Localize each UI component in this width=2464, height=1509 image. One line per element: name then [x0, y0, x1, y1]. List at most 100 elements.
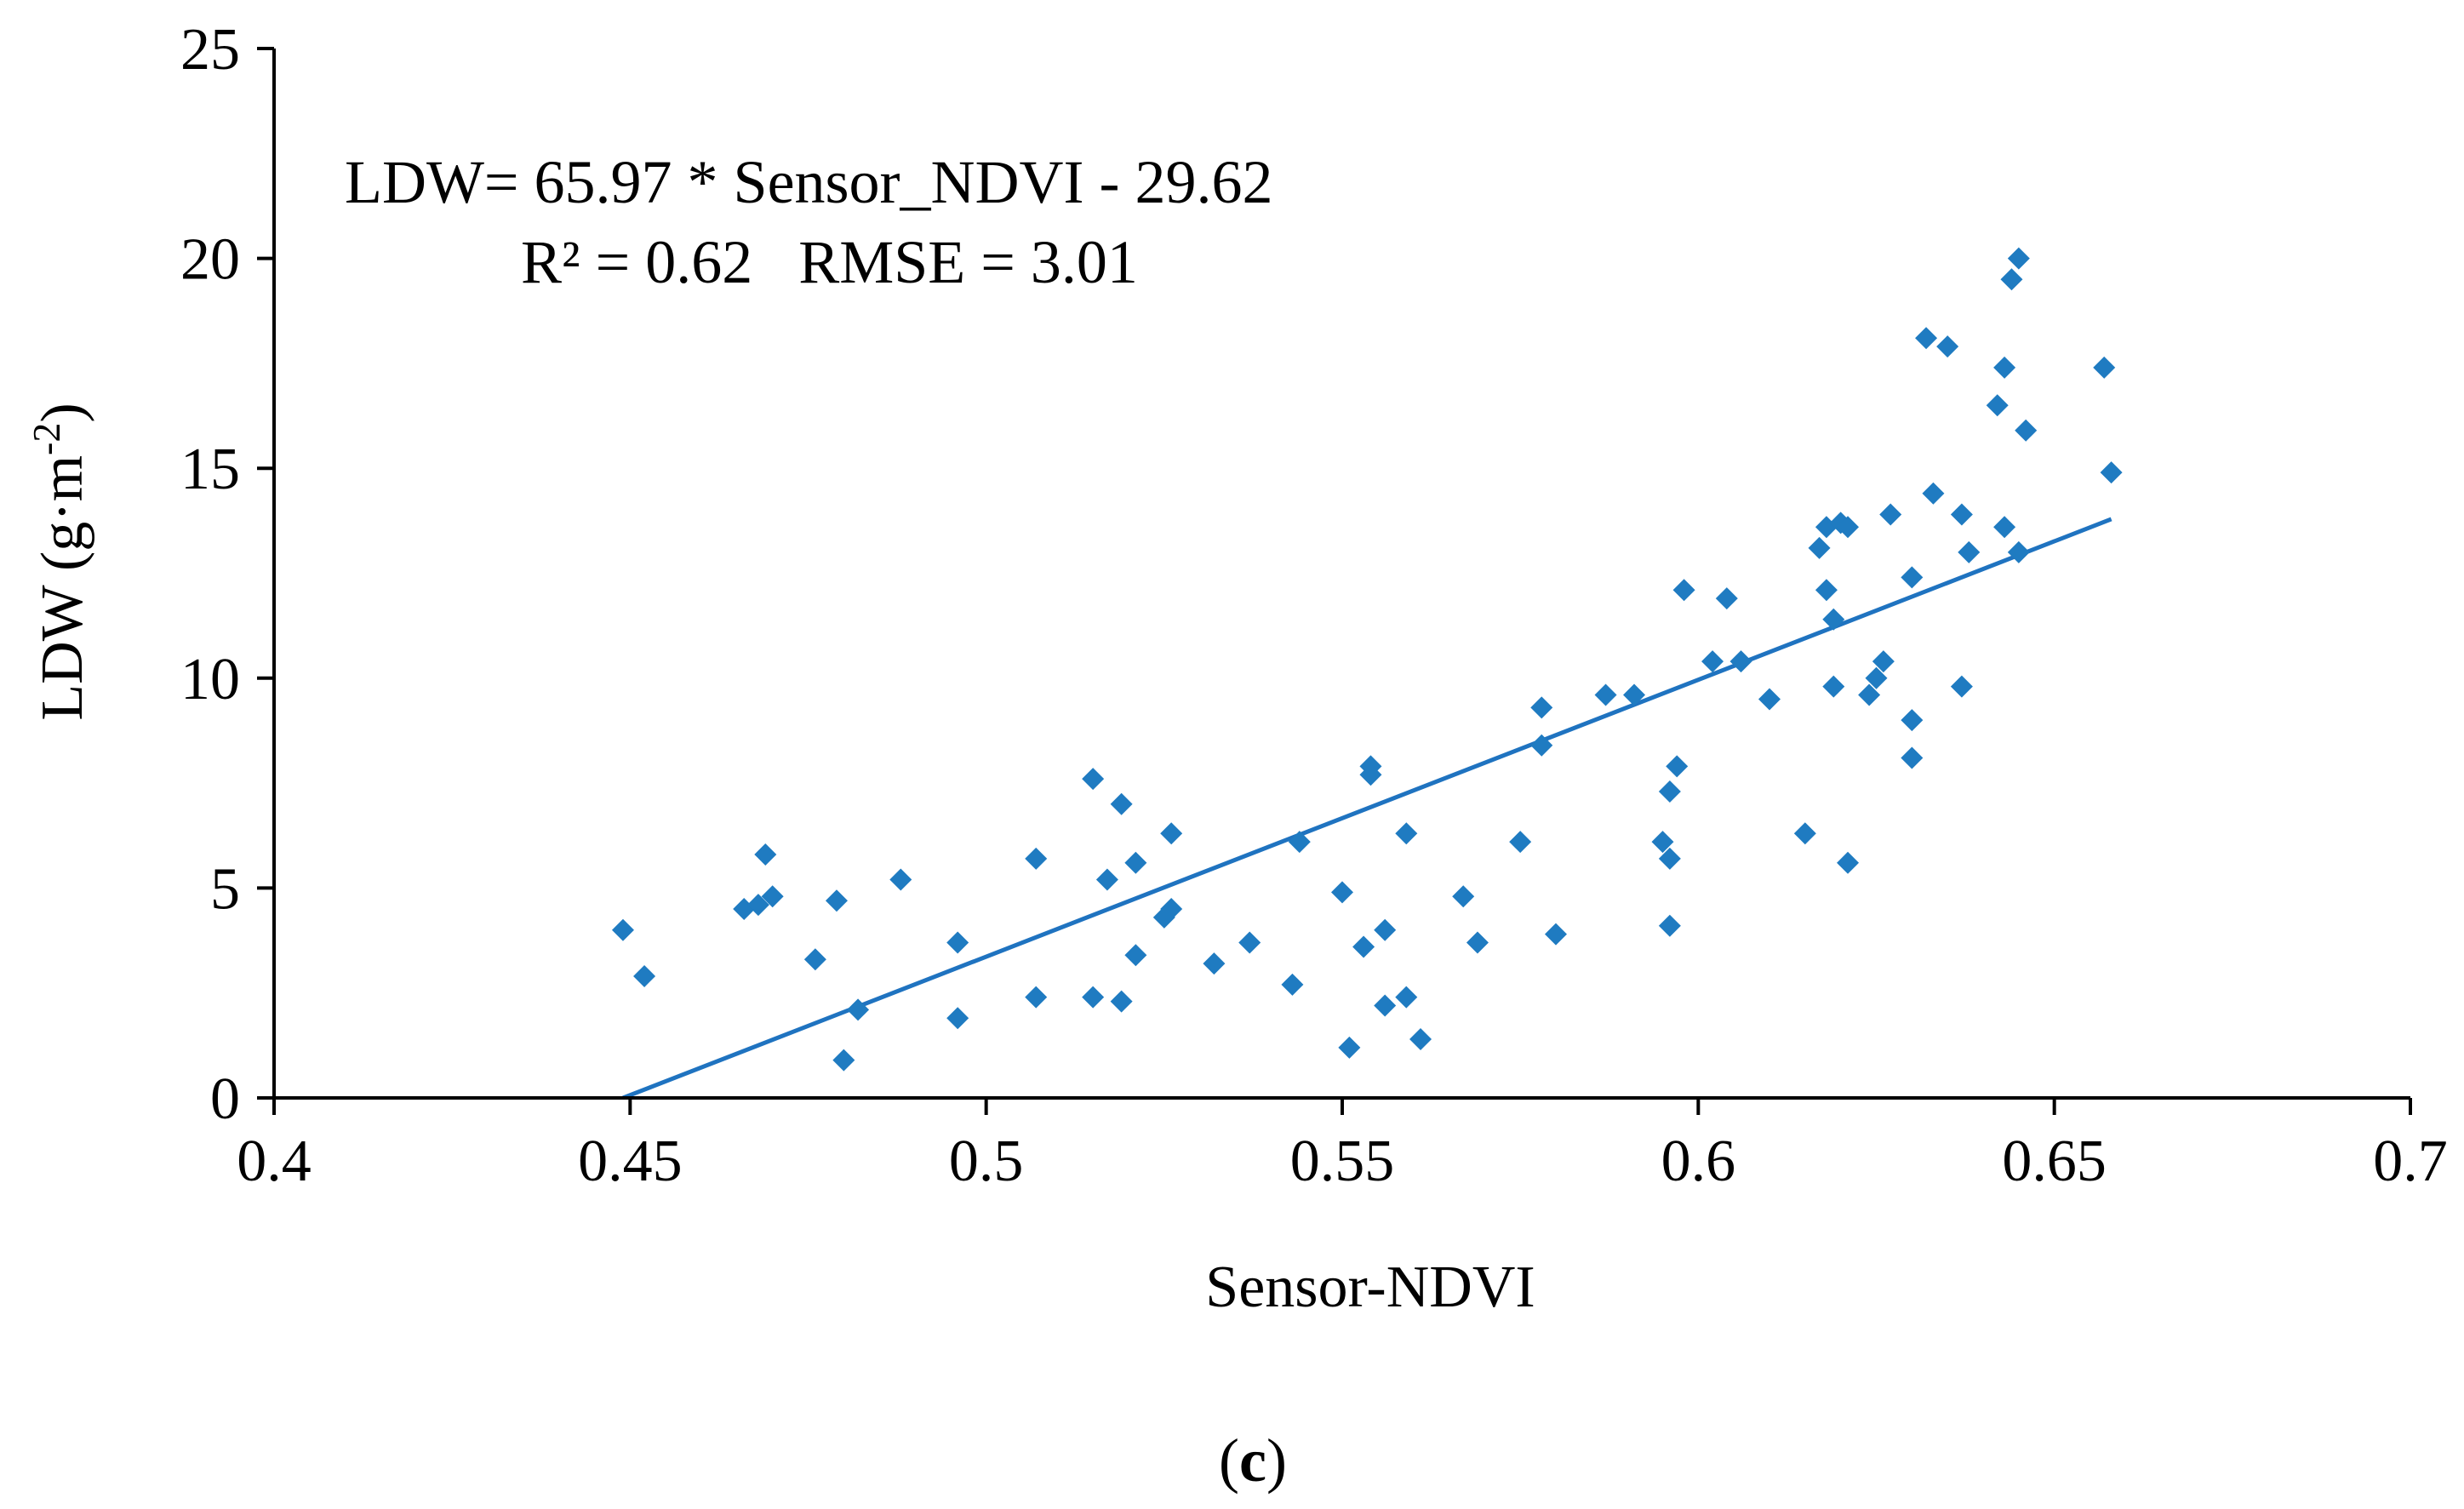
- x-tick-label: 0.6: [1661, 1129, 1736, 1194]
- data-point: [1879, 503, 1902, 526]
- data-point: [1395, 986, 1418, 1009]
- data-point: [2015, 419, 2038, 442]
- data-point: [847, 998, 870, 1021]
- data-point: [1715, 587, 1738, 610]
- data-point: [1865, 666, 1888, 689]
- x-axis-title: Sensor-NDVI: [1205, 1255, 1535, 1320]
- data-point: [1395, 822, 1418, 845]
- data-point: [1331, 881, 1353, 904]
- y-tick-label: 15: [180, 437, 240, 502]
- data-point: [1530, 696, 1553, 719]
- data-point: [946, 931, 969, 954]
- data-point: [1936, 335, 1959, 358]
- panel-label: (c): [1219, 1426, 1287, 1495]
- regression-equation: LDW= 65.97 * Sensor_NDVI - 29.62: [345, 148, 1272, 216]
- data-point: [1986, 394, 2009, 417]
- data-point: [1758, 688, 1781, 711]
- y-tick-label: 0: [210, 1066, 240, 1132]
- data-point: [1374, 994, 1397, 1017]
- data-point: [1160, 898, 1183, 921]
- y-tick-label: 25: [180, 17, 240, 83]
- x-tick-label: 0.45: [578, 1129, 683, 1194]
- data-point: [1160, 822, 1183, 845]
- data-point: [1124, 851, 1147, 874]
- data-point: [1993, 356, 2016, 379]
- data-point: [1409, 1027, 1432, 1050]
- y-tick-label: 10: [180, 647, 240, 712]
- x-tick-label: 0.65: [2002, 1129, 2107, 1194]
- x-tick-label: 0.4: [237, 1129, 312, 1194]
- data-point: [754, 843, 777, 866]
- data-point: [1915, 327, 1938, 350]
- data-point: [1950, 675, 1973, 698]
- data-point: [1082, 768, 1105, 791]
- data-point: [1993, 516, 2016, 539]
- data-point: [1837, 516, 1860, 539]
- data-point: [1872, 650, 1895, 673]
- data-point: [1858, 683, 1881, 706]
- x-tick-label: 0.5: [949, 1129, 1024, 1194]
- panel-label-letter: c: [1239, 1426, 1266, 1495]
- data-point: [2100, 461, 2123, 484]
- data-point: [832, 1049, 855, 1072]
- data-point: [1352, 935, 1375, 958]
- trendline-layer: [622, 517, 2112, 1100]
- data-point: [1025, 847, 1048, 870]
- data-point: [1666, 755, 1689, 778]
- data-point: [1808, 536, 1831, 559]
- data-point: [1374, 918, 1397, 941]
- y-axis-title-superscript: -2: [25, 423, 68, 455]
- data-point: [1651, 831, 1674, 854]
- data-point: [1901, 709, 1924, 732]
- x-tick-label: 0.7: [2373, 1129, 2448, 1194]
- data-point: [1701, 650, 1724, 673]
- y-axis-title-close: ): [30, 403, 95, 422]
- data-point: [1530, 734, 1553, 757]
- data-point: [825, 889, 848, 912]
- data-point: [1822, 675, 1845, 698]
- data-point: [1124, 944, 1147, 967]
- data-point: [1950, 503, 1973, 526]
- data-point: [1901, 746, 1924, 769]
- data-point: [1822, 608, 1845, 631]
- data-point: [2093, 356, 2116, 379]
- data-point: [1729, 650, 1752, 673]
- data-point: [1545, 923, 1567, 946]
- y-tick-label: 20: [180, 227, 240, 293]
- data-point: [1658, 847, 1681, 870]
- data-point: [1110, 990, 1133, 1013]
- data-point: [761, 885, 784, 908]
- data-point: [1922, 482, 1945, 505]
- data-point: [1594, 683, 1617, 706]
- data-point: [1288, 831, 1311, 854]
- axes: 0.4 0.45 0.5 0.55 0.6 0.65 0.7 0 5 10 15 20 25: [180, 17, 2448, 1194]
- x-tick-label: 0.55: [1290, 1129, 1395, 1194]
- data-point: [1203, 952, 1226, 975]
- data-point: [1095, 868, 1118, 891]
- data-point: [1110, 792, 1133, 815]
- data-point: [1623, 683, 1646, 706]
- data-point: [1958, 540, 1981, 563]
- y-axis-title-main: LDW (g·m: [30, 455, 95, 721]
- data-point: [2007, 540, 2030, 563]
- data-point: [611, 918, 634, 941]
- data-point: [1658, 914, 1681, 937]
- data-point: [1658, 780, 1681, 803]
- y-tick-label: 5: [210, 856, 240, 922]
- data-point: [746, 894, 769, 917]
- data-point: [1025, 986, 1048, 1009]
- data-point: [1359, 755, 1382, 778]
- data-point: [1238, 931, 1261, 954]
- data-point: [803, 948, 826, 971]
- data-point: [633, 964, 656, 987]
- trendline: [622, 517, 2112, 1100]
- data-point: [946, 1007, 969, 1030]
- data-point: [1509, 831, 1532, 854]
- data-point: [2007, 247, 2030, 270]
- data-point: [1815, 579, 1838, 602]
- data-point: [1338, 1036, 1361, 1059]
- data-point: [2000, 268, 2023, 291]
- data-point: [1082, 986, 1105, 1009]
- data-point: [1281, 973, 1304, 996]
